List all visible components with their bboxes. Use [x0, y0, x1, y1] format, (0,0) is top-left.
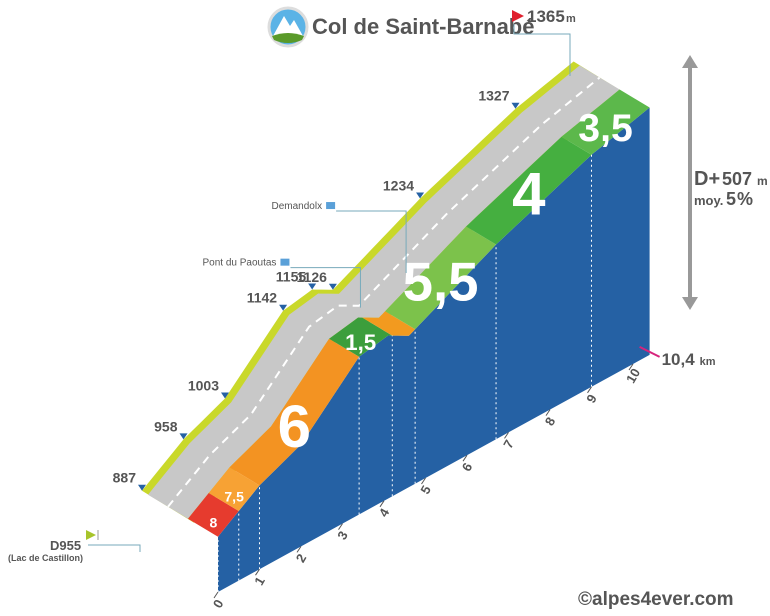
summit-altitude: 1365 — [527, 7, 565, 26]
km-tick — [379, 500, 385, 508]
waypoint-altitude: 1003 — [188, 377, 219, 393]
waypoint-line — [290, 267, 361, 308]
waypoint-icon — [326, 202, 336, 210]
gradient-label: 1,5 — [345, 330, 376, 355]
profile: 8 7,5 6 1,5 5,5 4 3,5 — [142, 61, 650, 592]
waypoint-altitude: 1126 — [297, 269, 328, 285]
distance-label: 10,4 — [662, 350, 696, 369]
start-road: D955 — [50, 538, 81, 553]
distance-unit: km — [700, 356, 716, 368]
waypoint-altitude: 1142 — [247, 290, 278, 306]
km-tick-label: 5 — [417, 483, 434, 497]
waypoint-line — [336, 210, 407, 274]
summit-unit: m — [566, 13, 576, 25]
waypoint-altitude: 1155 — [276, 269, 307, 285]
average-value: 5 — [726, 189, 736, 209]
waypoint-altitude: 1327 — [478, 88, 509, 104]
start-line — [88, 544, 141, 552]
side-wall — [218, 107, 650, 592]
summit-line — [513, 24, 571, 76]
waypoint-marker — [179, 433, 188, 440]
waypoint-altitude: 958 — [154, 418, 178, 434]
road — [148, 65, 620, 519]
km-tick — [255, 568, 260, 576]
start-flag — [86, 530, 96, 540]
summit-flag — [512, 10, 524, 22]
gradient-segment — [229, 338, 360, 486]
title-icon-mountain — [273, 16, 303, 36]
waypoint-icon — [280, 258, 290, 266]
waypoint-name: Demandolx — [272, 201, 323, 212]
gradient-segment — [385, 226, 497, 330]
gradient-segment — [362, 311, 416, 336]
km-tick-label: 2 — [293, 551, 310, 565]
km-tick-label: 9 — [583, 392, 600, 406]
start-note: (Lac de Castillon) — [8, 553, 83, 563]
waypoint-marker — [328, 283, 337, 290]
gain-unit: m — [757, 174, 768, 188]
waypoint-marker — [416, 192, 425, 199]
gradient-segment — [188, 493, 239, 537]
gain-label: D+ — [694, 168, 720, 190]
gradient-segment — [561, 89, 650, 155]
gradient-label: 5,5 — [403, 252, 479, 313]
waypoint-marker — [221, 392, 229, 399]
km-tick — [545, 409, 551, 416]
km-tick-label: 10 — [623, 366, 643, 386]
waypoint-marker — [138, 484, 146, 491]
waypoint-name: Pont du Paoutas — [202, 258, 276, 269]
gain-value: 507 — [722, 169, 752, 189]
km-tick-label: 3 — [334, 528, 351, 542]
gradient-label: 4 — [512, 161, 546, 228]
credit: ©alpes4ever.com — [578, 589, 734, 610]
average-unit: % — [737, 189, 753, 209]
gradient-label: 8 — [209, 514, 217, 530]
km-tick — [421, 477, 426, 485]
km-tick-label: 0 — [210, 597, 227, 611]
km-tick-label: 4 — [376, 505, 393, 519]
average-label: moy. — [694, 193, 723, 208]
gradient-segment — [329, 317, 393, 357]
waypoint-altitude: 887 — [113, 470, 137, 486]
gradient-label: 3,5 — [578, 107, 632, 150]
km-tick — [338, 523, 343, 530]
km-tick — [296, 546, 302, 553]
title-icon-grass — [272, 33, 304, 43]
gradient-label: 7,5 — [224, 489, 244, 505]
km-tick — [213, 591, 219, 599]
gradient-segment — [466, 136, 592, 245]
road-line — [167, 76, 601, 508]
km-tick — [587, 386, 592, 394]
waypoint-marker — [308, 283, 317, 290]
km-tick — [628, 363, 634, 371]
gradient-label: 6 — [278, 393, 311, 460]
km-tick-label: 6 — [459, 460, 476, 474]
waypoint-marker — [279, 304, 288, 311]
km-tick — [462, 454, 468, 462]
waypoint-altitude: 1234 — [383, 178, 414, 194]
gradient-segment — [208, 467, 260, 512]
chart-title: Col de Saint-Barnabé — [312, 14, 534, 39]
km-tick — [504, 432, 509, 439]
km-tick-label: 8 — [542, 414, 559, 428]
distance-tick — [639, 345, 661, 358]
km-tick-label: 7 — [500, 437, 517, 451]
waypoint-marker — [511, 102, 520, 109]
km-tick-label: 1 — [251, 574, 268, 588]
